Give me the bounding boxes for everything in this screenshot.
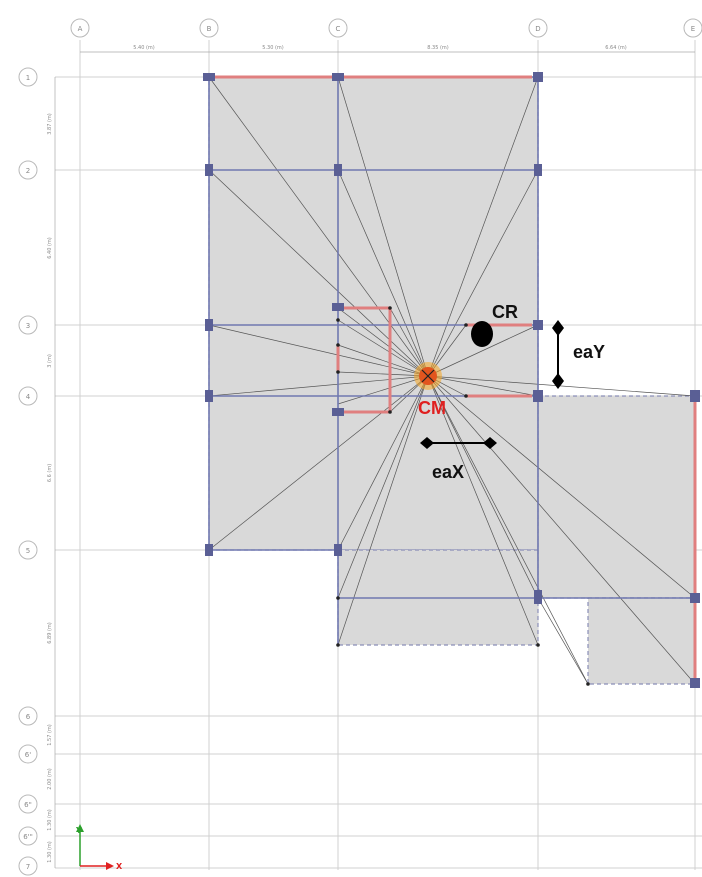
grid-bubble-c-label: C bbox=[336, 25, 341, 33]
columns bbox=[203, 72, 700, 688]
grid-bubble-e bbox=[683, 18, 702, 38]
center-of-mass-marker bbox=[414, 362, 442, 390]
cr-label: CR bbox=[492, 302, 518, 322]
dim-label-12: 3.87 (m) bbox=[47, 113, 53, 135]
dim-label-34: 3 (m) bbox=[47, 354, 53, 368]
grid-bubble-a-label: A bbox=[78, 25, 83, 33]
eax-dimension bbox=[420, 437, 497, 449]
dim-label-6ppp7: 1.30 (m) bbox=[47, 841, 53, 863]
grid-bubble-e-label: E bbox=[691, 25, 695, 33]
axis-y-label: Y bbox=[75, 826, 82, 835]
grid-bubble-b bbox=[199, 18, 219, 38]
dimension-labels-y: 3.87 (m) 6.40 (m) 3 (m) 6.6 (m) 6.89 (m)… bbox=[47, 113, 53, 863]
cm-label: CM bbox=[418, 398, 446, 418]
dim-label-cd: 8.35 (m) bbox=[427, 45, 449, 51]
dim-label-23: 6.40 (m) bbox=[47, 237, 53, 259]
eay-dimension bbox=[552, 320, 564, 389]
grid-bubble-6pp-label: 6" bbox=[24, 801, 32, 809]
slab-right bbox=[537, 395, 696, 599]
dim-label-6pp6ppp: 1.30 (m) bbox=[47, 809, 53, 831]
grid-bubble-b-label: B bbox=[207, 25, 212, 33]
slab-right-lower bbox=[587, 597, 696, 685]
dim-label-ab: 5.40 (m) bbox=[133, 45, 155, 51]
grid-bubble-6p-label: 6' bbox=[25, 751, 31, 759]
grid-bubble-d-label: D bbox=[535, 25, 540, 33]
dim-label-56: 6.89 (m) bbox=[47, 622, 53, 644]
grid-bubble-6ppp-label: 6'" bbox=[23, 833, 33, 841]
nodes bbox=[336, 306, 590, 686]
eay-label: eaY bbox=[573, 342, 605, 362]
grid-bubble-c bbox=[328, 18, 348, 38]
grid-bubble-6-label: 6 bbox=[26, 713, 31, 721]
axis-indicator bbox=[76, 824, 114, 870]
grid-bubble-2-label: 2 bbox=[26, 167, 30, 175]
grid-bubble-3-label: 3 bbox=[26, 322, 30, 330]
dim-label-de: 6.64 (m) bbox=[605, 45, 627, 51]
dim-label-6p6pp: 2.00 (m) bbox=[47, 768, 53, 790]
grid-bubble-5-label: 5 bbox=[26, 547, 30, 555]
eax-label: eaX bbox=[432, 462, 464, 482]
dim-label-45: 6.6 (m) bbox=[47, 464, 53, 482]
grid-bubbles-top: A B C D E bbox=[70, 18, 702, 38]
dim-label-bc: 5.30 (m) bbox=[262, 45, 284, 51]
axis-x-label: X bbox=[116, 862, 123, 871]
grid-bubble-1-label: 1 bbox=[26, 74, 30, 82]
slab-main bbox=[208, 76, 539, 551]
grid-bubble-d bbox=[528, 18, 548, 38]
grid-bubble-7-label: 7 bbox=[26, 863, 30, 871]
grid-bubble-4-label: 4 bbox=[26, 393, 31, 401]
grid-bubble-a bbox=[70, 18, 90, 38]
center-of-rigidity-marker bbox=[471, 321, 493, 347]
dimension-labels-x: 5.40 (m) 5.30 (m) 8.35 (m) 6.64 (m) bbox=[133, 45, 627, 51]
grid-bubbles-left: 1 2 3 4 5 6 6' 6" 6'" 7 bbox=[18, 67, 38, 876]
dim-label-66p: 1.57 (m) bbox=[47, 724, 53, 746]
